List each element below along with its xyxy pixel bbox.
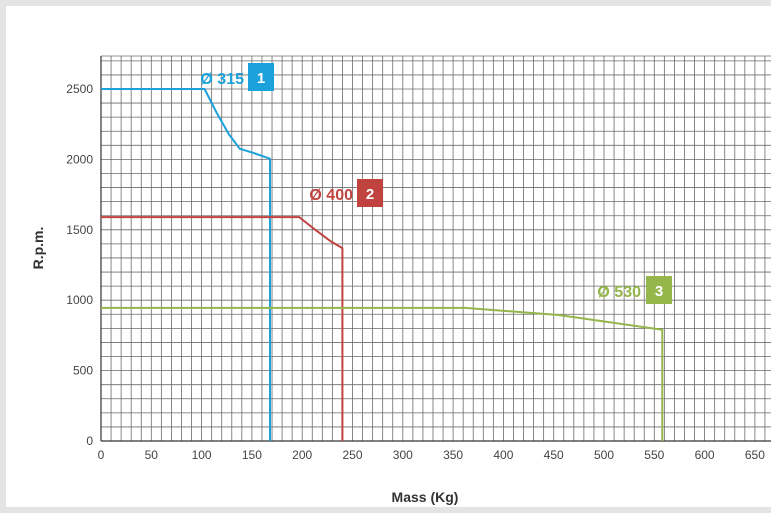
x-tick-labels: 0 50 100 150 200 250 300 350 400 450 500 550 600 650 (98, 448, 766, 462)
series-badge-1 (248, 63, 274, 91)
series-line-1 (101, 88, 271, 441)
x-tick-label: 200 (292, 448, 312, 462)
x-tick-label: 500 (594, 448, 614, 462)
series-badge-number-3: 3 (655, 283, 663, 300)
y-tick-labels: 0 500 1000 1500 2000 2500 (66, 82, 93, 448)
grid (100, 55, 771, 442)
series-line-2 (101, 216, 344, 441)
series-badge-number-2: 2 (366, 186, 374, 203)
x-tick-label: 300 (393, 448, 413, 462)
y-tick-label: 0 (86, 434, 93, 448)
x-tick-label: 550 (644, 448, 664, 462)
y-tick-label: 2000 (66, 152, 93, 166)
x-tick-label: 450 (544, 448, 564, 462)
x-tick-label: 0 (98, 448, 105, 462)
y-tick-label: 500 (73, 364, 93, 378)
x-tick-label: 150 (242, 448, 262, 462)
series-labels: Ø 315 1 Ø 400 2 Ø 530 3 (200, 63, 672, 304)
series-lines (101, 88, 664, 441)
x-tick-label: 250 (342, 448, 362, 462)
series-line-3 (101, 306, 664, 441)
x-tick-label: 50 (145, 448, 159, 462)
y-axis-label: R.p.m. (30, 227, 46, 270)
series-badge-2 (357, 179, 383, 207)
x-tick-label: 650 (745, 448, 765, 462)
x-tick-label: 100 (192, 448, 212, 462)
series-label-1: Ø 315 (200, 71, 244, 88)
x-axis-label: Mass (Kg) (392, 489, 459, 505)
x-tick-label: 600 (695, 448, 715, 462)
x-tick-label: 400 (493, 448, 513, 462)
series-badge-number-1: 1 (257, 70, 265, 87)
series-label-2: Ø 400 (309, 187, 353, 204)
y-tick-label: 2500 (66, 82, 93, 96)
x-tick-label: 350 (443, 448, 463, 462)
y-tick-label: 1500 (66, 223, 93, 237)
series-label-3: Ø 530 (597, 284, 641, 301)
series-badge-3 (646, 276, 672, 304)
y-tick-label: 1000 (66, 293, 93, 307)
axes (100, 56, 771, 442)
